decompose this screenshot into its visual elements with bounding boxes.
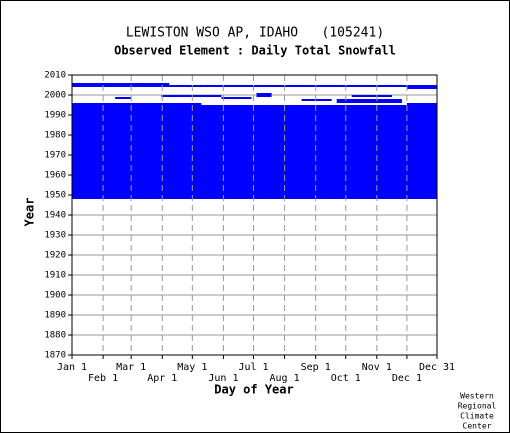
x-tick-label: Oct 1 — [331, 373, 361, 384]
data-block — [161, 95, 222, 97]
x-tick-label: May 1 — [177, 362, 207, 373]
x-tick-label: Apr 1 — [147, 373, 177, 384]
x-tick-label: Mar 1 — [116, 362, 146, 373]
x-tick-label: Feb 1 — [88, 373, 118, 384]
data-block — [406, 103, 437, 105]
data-block — [406, 85, 437, 89]
data-block — [115, 97, 132, 99]
x-tick-label: Aug 1 — [270, 373, 300, 384]
y-tick-label: 1980 — [44, 131, 66, 141]
x-tick-label: Nov 1 — [362, 362, 392, 373]
y-tick-label: 1870 — [44, 351, 66, 361]
y-tick-label: 2000 — [44, 91, 66, 101]
y-tick-label: 2010 — [44, 71, 66, 81]
data-block — [169, 85, 407, 87]
data-block — [256, 93, 272, 97]
credit: Western — [460, 392, 494, 401]
data-block — [72, 103, 202, 105]
x-tick-label: Jan 1 — [57, 362, 87, 373]
credit: Center — [463, 422, 492, 431]
x-tick-label: Jul 1 — [238, 362, 268, 373]
y-tick-label: 1990 — [44, 111, 66, 121]
y-axis-label: Year — [23, 198, 37, 227]
data-block — [351, 95, 392, 97]
data-block — [301, 99, 332, 101]
y-tick-label: 1890 — [44, 311, 66, 321]
chart-subtitle: Observed Element : Daily Total Snowfall — [114, 44, 396, 58]
x-tick-label: Jun 1 — [208, 373, 238, 384]
y-tick-label: 1930 — [44, 231, 66, 241]
y-tick-label: 1920 — [44, 251, 66, 261]
data-block — [131, 83, 170, 87]
y-tick-label: 1900 — [44, 291, 66, 301]
data-block — [336, 99, 402, 103]
x-tick-label: Dec 1 — [392, 373, 422, 384]
credit: Climate — [460, 412, 494, 421]
chart-title: LEWISTON WSO AP, IDAHO (105241) — [126, 26, 384, 41]
y-tick-label: 1960 — [44, 171, 66, 181]
x-tick-label: Dec 31 — [419, 362, 455, 373]
x-tick-label: Sep 1 — [301, 362, 331, 373]
x-axis-label: Day of Year — [214, 383, 293, 397]
y-tick-label: 1950 — [44, 191, 66, 201]
data-block — [72, 83, 132, 87]
data-block — [72, 105, 437, 199]
y-tick-label: 1940 — [44, 211, 66, 221]
credit: Regional — [458, 402, 497, 411]
y-tick-label: 1910 — [44, 271, 66, 281]
y-tick-label: 1880 — [44, 331, 66, 341]
y-tick-label: 1970 — [44, 151, 66, 161]
data-block — [221, 97, 252, 99]
plot-border — [71, 74, 438, 356]
